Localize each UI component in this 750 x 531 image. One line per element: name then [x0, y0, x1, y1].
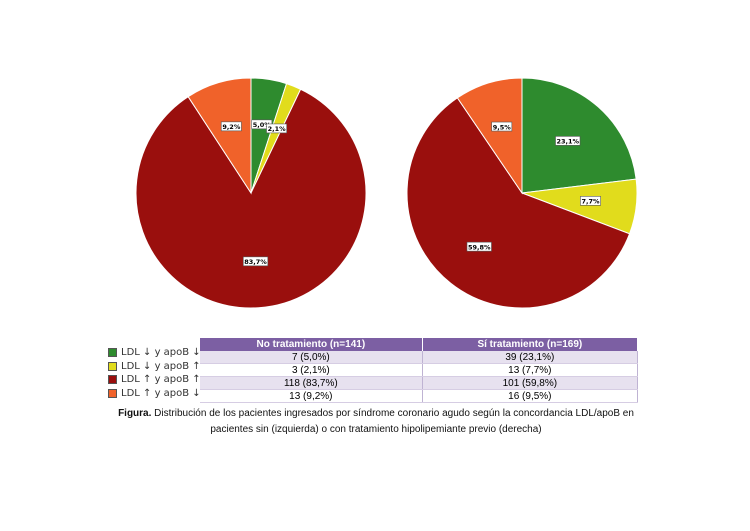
table-cell: 39 (23,1%) [422, 351, 639, 364]
column-header-treatment: Sí tratamiento (n=169) [422, 338, 639, 351]
table-cell: 13 (7,7%) [422, 363, 639, 377]
legend-swatch [108, 375, 117, 384]
legend-label: LDL ↓ y apoB ↓ [121, 347, 201, 358]
pie-slice-ldl-high-apob-low [456, 77, 523, 195]
table-cell: 16 (9,5%) [422, 389, 639, 403]
legend-item: LDL ↓ y apoB ↓ [108, 346, 201, 359]
pie-slice-ldl-high-apob-high [406, 97, 631, 309]
table-cell: 7 (5,0%) [200, 351, 423, 364]
slice-label-box [491, 121, 513, 132]
table-header-row: No tratamiento (n=141) Sí tratamiento (n… [200, 338, 639, 351]
caption-text: Distribución de los pacientes ingresados… [151, 408, 634, 435]
slice-data-label: 23,1% [556, 138, 579, 146]
pie-slice-ldl-high-apob-high [135, 88, 367, 309]
slice-data-label: 9,2% [222, 123, 241, 131]
table-cell: 13 (9,2%) [200, 389, 423, 403]
data-table: No tratamiento (n=141) Sí tratamiento (n… [200, 338, 639, 403]
table-cell: 118 (83,7%) [200, 376, 423, 390]
slice-data-label: 7,7% [581, 198, 600, 206]
legend-label: LDL ↓ y apoB ↑ [121, 360, 201, 372]
slice-label-box [242, 256, 269, 267]
slice-data-label: 9,5% [493, 123, 512, 131]
slice-label-box [555, 136, 581, 146]
table-row: 7 (5,0%) 39 (23,1%) [200, 351, 639, 364]
legend-item: LDL ↑ y apoB ↓ [108, 387, 201, 400]
table-cell: 101 (59,8%) [422, 376, 639, 390]
figure-caption: Figura. Distribución de los pacientes in… [108, 406, 644, 438]
legend-swatch [108, 388, 117, 398]
table-row: 118 (83,7%) 101 (59,8%) [200, 376, 639, 390]
legend: LDL ↓ y apoB ↓ LDL ↓ y apoB ↑ LDL ↑ y ap… [108, 346, 201, 400]
slice-label-box [466, 241, 492, 252]
table-cell: 3 (2,1%) [200, 363, 423, 377]
legend-item: LDL ↑ y apoB ↑ [108, 373, 201, 386]
legend-item: LDL ↓ y apoB ↑ [108, 360, 201, 373]
legend-label: LDL ↑ y apoB ↓ [121, 387, 201, 399]
slice-label-box [220, 121, 242, 132]
pie-slice-ldl-high-apob-low [187, 77, 252, 195]
legend-label: LDL ↑ y apoB ↑ [121, 374, 201, 385]
column-header-no-treatment: No tratamiento (n=141) [200, 338, 423, 351]
legend-swatch [108, 361, 117, 371]
pie-charts-area: 5,0%2,1% 83,7% 9,2% 23,1% 7,7% 59,8% 9,5% [135, 77, 638, 309]
legend-swatch [108, 348, 117, 357]
table-row: 13 (9,2%) 16 (9,5%) [200, 389, 639, 403]
slice-data-label: 2,1% [268, 125, 287, 133]
slice-data-label: 83,7% [244, 258, 267, 266]
caption-label: Figura. [118, 408, 152, 419]
table-row: 3 (2,1%) 13 (7,7%) [200, 363, 639, 377]
slice-label-box [266, 123, 288, 134]
slice-data-label: 59,8% [468, 243, 491, 251]
slice-label-box [580, 196, 601, 206]
pie-slice-ldl-low-apob-low [521, 77, 637, 194]
slice-data-label: 5,0% [253, 121, 272, 129]
